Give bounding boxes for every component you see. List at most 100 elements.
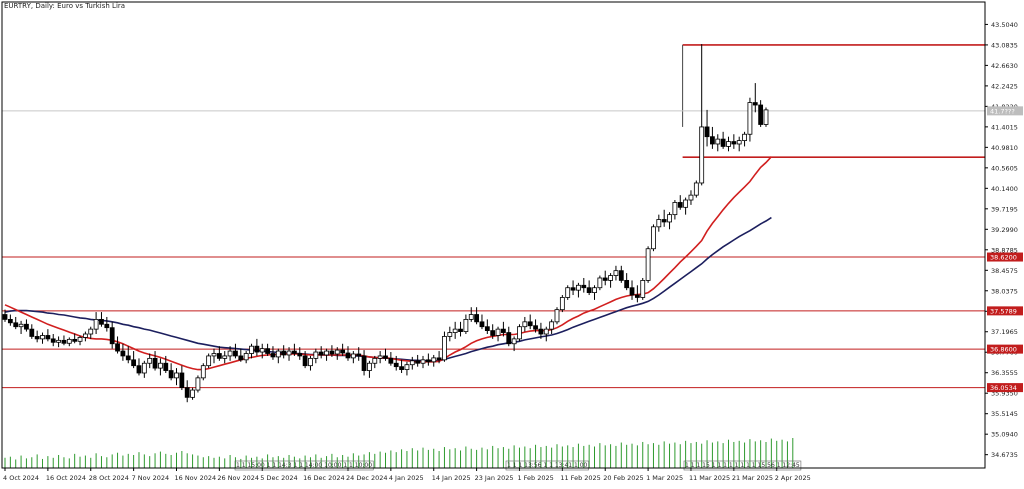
candle-body xyxy=(677,202,683,208)
candle-body xyxy=(77,337,83,342)
candle-body xyxy=(629,287,635,296)
candle-body xyxy=(275,350,281,358)
price-tag-label: 36.0534 xyxy=(990,384,1017,392)
volume-bars xyxy=(4,438,794,468)
candle-body xyxy=(559,297,565,311)
candle-body xyxy=(656,219,662,228)
y-tick-label: 34.6735 xyxy=(991,451,1018,459)
candle-body xyxy=(506,332,512,345)
price-tag xyxy=(987,306,1023,316)
candle-body xyxy=(141,362,147,374)
candle-body xyxy=(474,314,480,323)
candle-body xyxy=(618,270,624,281)
y-tick-label: 38.4575 xyxy=(991,267,1018,275)
x-tick-label: 16 Oct 2024 xyxy=(46,474,86,482)
candle-body xyxy=(211,353,217,357)
y-tick-label: 40.1400 xyxy=(991,185,1018,193)
candle-body xyxy=(40,335,45,340)
candle-body xyxy=(527,321,533,327)
candle-body xyxy=(88,328,94,335)
candle-body xyxy=(436,357,442,361)
candle-body xyxy=(554,309,560,323)
candle-body xyxy=(345,352,351,359)
y-tick-label: 35.9350 xyxy=(991,390,1018,398)
x-tick-label: 4 Jan 2025 xyxy=(389,474,424,482)
price-tag-label: 38.6200 xyxy=(990,254,1017,262)
candle-body xyxy=(742,133,747,141)
candle-body xyxy=(190,389,195,398)
x-tick-label: 26 Nov 2024 xyxy=(217,474,259,482)
candle-body xyxy=(399,366,404,370)
y-tick-label: 41.4015 xyxy=(991,123,1018,131)
candle-body xyxy=(672,202,678,216)
candle-body xyxy=(350,353,356,359)
x-tick-label: 16 Nov 2024 xyxy=(174,474,216,482)
candle-body xyxy=(29,328,35,337)
timeframe-mark: 1 1 15:00 1 1 14:3 1 1 14:00 10:00 1 1 1… xyxy=(236,462,372,469)
x-tick-label: 2 Apr 2025 xyxy=(775,474,811,482)
candle-body xyxy=(388,357,394,364)
candle-body xyxy=(361,355,367,371)
y-tick-label: 40.5605 xyxy=(991,164,1018,172)
candle-body xyxy=(56,339,61,343)
candle-body xyxy=(377,355,383,359)
x-tick-label: 14 Jan 2025 xyxy=(432,474,471,482)
candle-body xyxy=(393,362,399,368)
candle-body xyxy=(179,372,185,389)
candle-body xyxy=(522,321,528,328)
candle-body xyxy=(425,359,431,363)
candle-body xyxy=(233,350,238,357)
candle-body xyxy=(726,141,731,147)
candle-body xyxy=(511,338,517,345)
candle-body xyxy=(667,214,672,223)
candle-body xyxy=(624,280,630,289)
candle-body xyxy=(136,365,142,374)
y-tick-label: 35.5145 xyxy=(991,410,1018,418)
candle-body xyxy=(372,357,378,364)
candle-body xyxy=(458,328,463,332)
candle-body xyxy=(93,318,99,330)
candle-body xyxy=(45,335,51,340)
timeframe-mark-box xyxy=(683,460,802,471)
y-tick-label: 40.9810 xyxy=(991,144,1018,152)
candle-body xyxy=(501,328,506,333)
candle-body xyxy=(715,138,721,145)
candles xyxy=(2,44,769,403)
candle-body xyxy=(517,326,522,340)
candle-body xyxy=(468,314,474,320)
candle-body xyxy=(463,318,469,332)
price-tag xyxy=(987,252,1023,262)
timeframe-mark-box xyxy=(234,460,374,471)
candle-body xyxy=(329,350,335,355)
candle-body xyxy=(565,287,571,298)
candle-body xyxy=(297,353,303,357)
y-tick-label: 42.6630 xyxy=(991,62,1018,70)
y-tick-label: 38.0375 xyxy=(991,287,1018,295)
candle-body xyxy=(222,355,228,359)
candle-body xyxy=(704,126,710,138)
candle-body xyxy=(115,343,120,352)
x-tick-label: 5 Dec 2024 xyxy=(260,474,297,482)
candle-body xyxy=(752,102,758,106)
price-tag-label: 36.8600 xyxy=(990,346,1017,354)
candle-body xyxy=(549,321,555,330)
candle-body xyxy=(286,350,292,356)
candle-body xyxy=(409,360,415,366)
candle-body xyxy=(640,280,646,298)
candle-body xyxy=(442,336,447,361)
candle-body xyxy=(710,136,715,145)
candle-body xyxy=(174,372,179,379)
candle-body xyxy=(447,332,453,337)
timeframe-mark: 1 1 1 13:56 1 1 13:41 1 00 xyxy=(507,462,588,469)
candle-body xyxy=(82,333,88,338)
x-tick-label: 11 Mar 2025 xyxy=(689,474,730,482)
candle-body xyxy=(163,362,169,371)
timeframe-mark: 1 1 1 15 1 1 1 1 1 1 1 1 15:56 1 12:45 xyxy=(685,462,800,469)
x-tick-label: 16 Dec 2024 xyxy=(303,474,345,482)
candle-body xyxy=(484,326,490,331)
candle-body xyxy=(259,348,265,353)
x-tick-label: 7 Nov 2024 xyxy=(132,474,170,482)
x-tick-label: 21 Mar 2025 xyxy=(732,474,773,482)
